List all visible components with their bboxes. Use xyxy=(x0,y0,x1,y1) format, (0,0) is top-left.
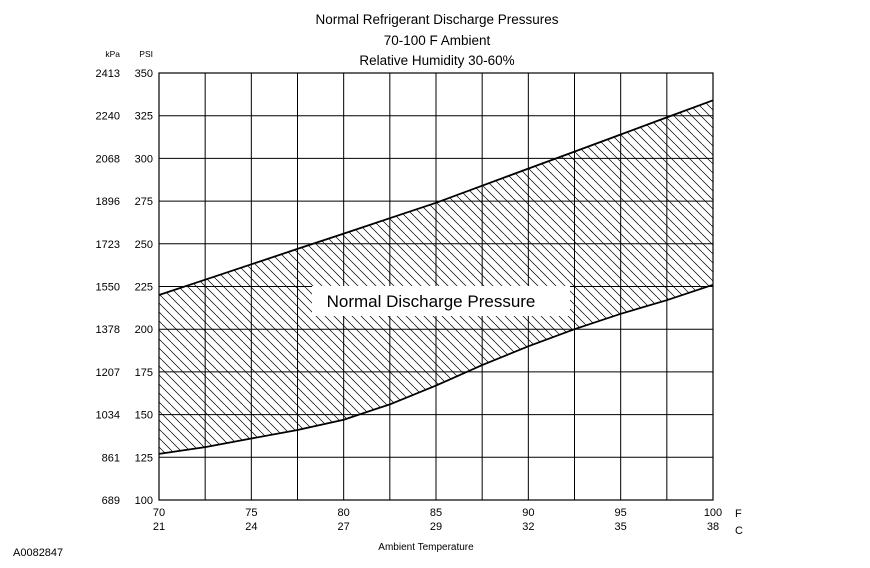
x-tick-c: 29 xyxy=(430,521,442,533)
y-tick-psi: 100 xyxy=(135,495,153,507)
x-tick-f: 90 xyxy=(522,507,534,519)
y-tick-kpa: 1378 xyxy=(96,324,120,336)
y-tick-psi: 275 xyxy=(135,196,153,208)
chart-title-line-3: Relative Humidity 30-60% xyxy=(359,53,514,68)
y-tick-psi: 125 xyxy=(135,452,153,464)
y-tick-kpa: 689 xyxy=(102,495,120,507)
x-tick-f: 70 xyxy=(153,507,165,519)
y-tick-kpa: 2413 xyxy=(96,68,120,80)
y-tick-kpa: 1896 xyxy=(96,196,120,208)
x-tick-f: 100 xyxy=(704,507,722,519)
chart-title-line-1: Normal Refrigerant Discharge Pressures xyxy=(315,12,558,27)
chart-title-line-2: 70-100 F Ambient xyxy=(384,33,491,48)
x-tick-c: 35 xyxy=(615,521,627,533)
y-tick-kpa: 1723 xyxy=(96,239,120,251)
x-tick-f: 75 xyxy=(245,507,257,519)
x-tick-f: 85 xyxy=(430,507,442,519)
x-unit-primary: F xyxy=(735,508,742,520)
y-tick-psi: 225 xyxy=(135,282,153,294)
y-tick-kpa: 1207 xyxy=(96,367,120,379)
y-tick-kpa: 1550 xyxy=(96,282,120,294)
y-tick-kpa: 2068 xyxy=(96,153,120,165)
x-axis-ticks: 70 21 75 24 80 27 85 29 90 32 95 35 100 38 xyxy=(153,507,722,533)
x-tick-c: 27 xyxy=(338,521,350,533)
y-axis-ticks: 689 100 861 125 1034 150 1207 175 1378 200 1550 225… xyxy=(96,68,153,507)
x-tick-c: 32 xyxy=(522,521,534,533)
y-tick-psi: 250 xyxy=(135,239,153,251)
x-tick-c: 21 xyxy=(153,521,165,533)
y-tick-psi: 350 xyxy=(135,68,153,80)
y-tick-psi: 175 xyxy=(135,367,153,379)
boundary-lines xyxy=(158,99,714,455)
upper-bound-line xyxy=(158,99,714,296)
figure-id: A0082847 xyxy=(13,547,63,559)
y-tick-psi: 300 xyxy=(135,153,153,165)
x-tick-f: 80 xyxy=(338,507,350,519)
band-label: Normal Discharge Pressure xyxy=(327,292,536,311)
y-tick-psi: 150 xyxy=(135,410,153,422)
x-tick-c: 38 xyxy=(707,521,719,533)
lower-bound-line xyxy=(158,283,714,455)
x-unit-secondary: C xyxy=(735,525,743,537)
plot-frame xyxy=(158,72,714,501)
y-tick-kpa: 1034 xyxy=(96,410,120,422)
y-tick-psi: 200 xyxy=(135,324,153,336)
y-tick-psi: 325 xyxy=(135,111,153,123)
y-tick-kpa: 861 xyxy=(102,452,120,464)
chart-grid xyxy=(158,72,714,501)
band-label-backdrop xyxy=(312,286,570,316)
y-unit-primary: PSI xyxy=(139,49,153,59)
y-tick-kpa: 2240 xyxy=(96,111,120,123)
x-tick-f: 95 xyxy=(615,507,627,519)
x-axis-label: Ambient Temperature xyxy=(378,542,474,553)
y-unit-secondary: kPa xyxy=(105,49,120,59)
x-tick-c: 24 xyxy=(245,521,257,533)
